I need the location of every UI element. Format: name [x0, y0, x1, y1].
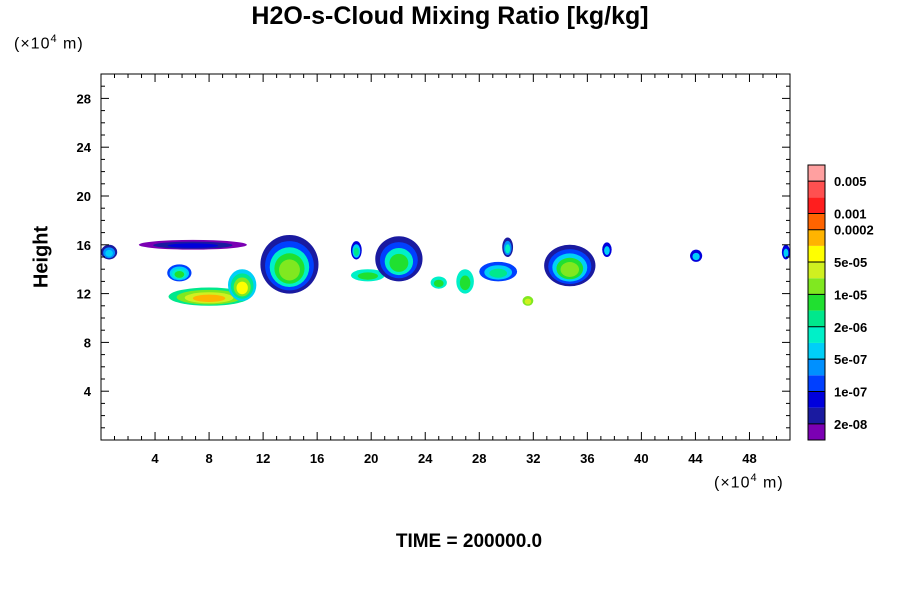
x-tick-label: 40	[634, 451, 648, 466]
colorbar-swatch	[808, 165, 825, 182]
colorbar-label: 2e-08	[834, 417, 867, 432]
cloud-feature	[167, 264, 192, 282]
x-axis: 4 8 12 16 20 24 28 32 36 40 44 48	[114, 74, 777, 466]
colorbar-label: 5e-07	[834, 352, 867, 367]
x-unit-exponent: 4	[750, 472, 758, 484]
time-label: TIME = 200000.0	[395, 531, 543, 552]
colorbar-swatch	[808, 423, 825, 440]
y-unit-prefix: (×10	[14, 35, 51, 53]
cloud-feature	[138, 239, 247, 250]
contour-level	[279, 259, 300, 281]
y-axis: 4 8 12 16 20 24 28	[77, 85, 790, 429]
x-tick-label: 20	[364, 451, 378, 466]
contour-field	[101, 235, 791, 306]
y-unit-exponent: 4	[50, 33, 58, 45]
y-axis-unit: (×104 m)	[14, 33, 84, 53]
contour-level	[174, 270, 185, 278]
colorbar-swatch	[808, 181, 825, 198]
colorbar-label: 2e-06	[834, 320, 867, 335]
x-tick-label: 36	[580, 451, 594, 466]
colorbar-swatch	[808, 342, 825, 360]
y-tick-label: 28	[77, 91, 91, 106]
contour-level	[105, 249, 113, 257]
cloud-feature	[375, 236, 423, 282]
contour-level	[524, 298, 532, 305]
cloud-feature	[456, 269, 474, 294]
x-axis-unit: (×104 m)	[714, 472, 784, 492]
chart-title: H2O-s-Cloud Mixing Ratio [kg/kg]	[251, 2, 649, 30]
contour-level	[433, 279, 444, 288]
y-tick-label: 24	[77, 140, 92, 155]
cloud-feature	[479, 261, 518, 282]
colorbar-swatch	[808, 310, 825, 327]
colorbar-label: 0.001	[834, 207, 867, 222]
cloud-feature	[430, 276, 447, 289]
contour-level	[489, 268, 508, 278]
x-tick-label: 16	[310, 451, 324, 466]
x-unit-prefix: (×10	[714, 474, 751, 492]
colorbar-frame	[807, 164, 826, 441]
cloud-feature	[502, 237, 514, 257]
y-tick-label: 8	[84, 335, 91, 350]
contour-level	[459, 275, 471, 291]
x-unit-suffix: m)	[757, 474, 784, 492]
y-tick-label: 12	[77, 287, 91, 302]
cloud-feature	[781, 244, 791, 260]
y-tick-label: 16	[77, 238, 91, 253]
colorbar-label: 1e-07	[834, 384, 867, 399]
colorbar-swatch	[808, 375, 825, 392]
contour-level	[167, 243, 219, 248]
colorbar-swatch	[808, 213, 825, 230]
x-tick-label: 12	[256, 451, 270, 466]
cloud-feature	[350, 241, 362, 260]
cloud-feature	[522, 296, 534, 306]
plot-frame	[100, 73, 791, 441]
cloud-feature	[227, 269, 257, 301]
colorbar-swatch	[808, 262, 825, 279]
cloud-feature	[602, 242, 612, 257]
contour-level	[560, 262, 580, 277]
cloud-feature	[168, 287, 250, 306]
colorbar-swatch	[808, 391, 825, 408]
contour-level	[357, 272, 378, 280]
colorbar-swatch	[808, 229, 825, 246]
colorbar-label: 0.0002	[834, 223, 874, 238]
contour-level	[692, 252, 700, 261]
colorbar-swatch	[808, 278, 825, 295]
colorbar-swatch	[808, 197, 825, 214]
colorbar-label: 1e-05	[834, 287, 867, 302]
y-tick-label: 20	[77, 189, 91, 204]
colorbar-swatch	[808, 407, 825, 424]
colorbar-label: 0.005	[834, 174, 867, 189]
cloud-feature	[690, 249, 703, 262]
cloud-feature	[101, 244, 118, 260]
x-tick-label: 24	[418, 451, 433, 466]
contour-level	[353, 247, 359, 257]
colorbar-label: 5e-05	[834, 255, 867, 270]
contour-level	[192, 294, 226, 302]
contour-level	[236, 281, 248, 295]
contour-level	[783, 248, 789, 258]
x-tick-label: 48	[742, 451, 756, 466]
colorbar-swatch	[808, 245, 825, 263]
x-tick-label: 44	[688, 451, 703, 466]
x-tick-label: 32	[526, 451, 540, 466]
colorbar-swatch	[808, 359, 825, 376]
contour-level	[505, 244, 511, 254]
colorbar: 2e-081e-075e-072e-061e-055e-050.00020.00…	[807, 164, 874, 441]
cloud-feature	[350, 269, 385, 282]
cloud-feature	[260, 235, 319, 294]
colorbar-swatch	[808, 326, 825, 343]
x-tick-label: 4	[151, 451, 159, 466]
y-tick-label: 4	[84, 384, 92, 399]
y-unit-suffix: m)	[57, 35, 84, 53]
x-tick-label: 28	[472, 451, 486, 466]
contour-level	[389, 253, 409, 272]
x-tick-label: 8	[205, 451, 212, 466]
colorbar-swatch	[808, 294, 825, 311]
cloud-feature	[544, 244, 596, 287]
contour-level	[604, 246, 610, 255]
